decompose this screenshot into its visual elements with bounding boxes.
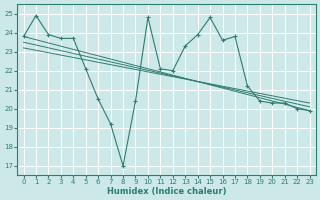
- X-axis label: Humidex (Indice chaleur): Humidex (Indice chaleur): [107, 187, 226, 196]
